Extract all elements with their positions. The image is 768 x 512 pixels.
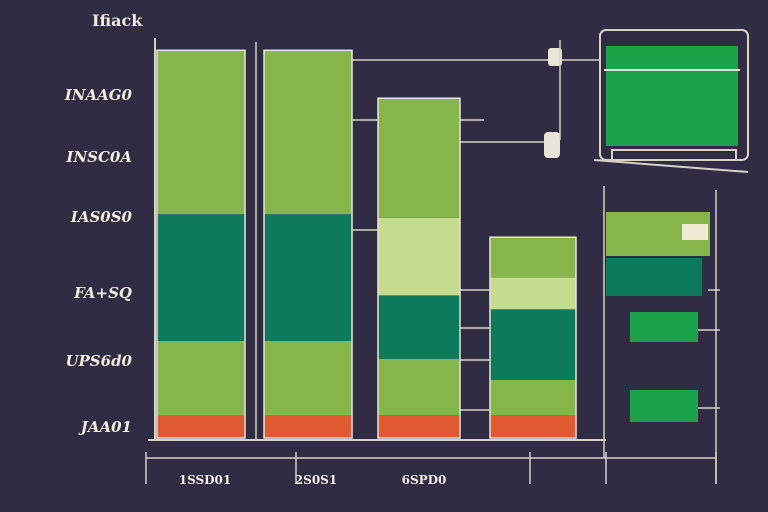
bar-outline-3 (489, 236, 577, 439)
y-tick-label-0: JAA01 (78, 418, 132, 436)
y-tick-label-5: INAAG0 (64, 86, 133, 104)
y-tick-label-3: IAS0S0 (70, 208, 133, 226)
x-tick-label-1: 2S0S1 (295, 473, 337, 487)
bar-segment-1-upper-green (264, 50, 352, 215)
bar-segment-2-teal (378, 295, 460, 359)
y-axis-ticks: JAA01 UPS6d0 FA+SQ IAS0S0 INSC0A INAAG0 (64, 86, 133, 436)
bar-segment-1-lower-green (264, 341, 352, 416)
y-tick-label-4: INSC0A (65, 148, 132, 166)
bar-outline-0 (156, 49, 246, 439)
bar-segment-2-pale (378, 217, 460, 296)
bar-segment-3-teal (490, 309, 576, 380)
chart-title: Ifiack (92, 11, 143, 30)
bar-segment-1-teal (264, 214, 352, 341)
bar-outline-2 (377, 97, 461, 439)
y-tick-label-2: FA+SQ (73, 284, 132, 302)
legend-chip (682, 224, 708, 240)
bar-segment-3-pale (490, 277, 576, 310)
side-legend-swatch-marker-2 (630, 390, 698, 422)
side-legend-swatch-teal-band (606, 258, 702, 296)
connector-mid (544, 132, 560, 158)
device-illustration (352, 29, 749, 173)
bar-segment-0-upper-green (157, 50, 245, 215)
chart-axes (145, 38, 717, 484)
bar-group (156, 49, 577, 439)
bar-segment-3-lower-green (490, 379, 576, 415)
x-axis-ticks: 1SSD01 2S0S1 6SPD0 (179, 473, 447, 487)
bar-segment-2-upper-green (378, 98, 460, 218)
device-screen (606, 46, 738, 146)
bar-segment-2-base (378, 415, 460, 438)
bar-segment-1-base (264, 415, 352, 438)
bar-segment-0-lower-green (157, 341, 245, 416)
bar-segment-3-base (490, 415, 576, 438)
bar-segment-2-lower-green (378, 358, 460, 415)
connector-top (548, 48, 562, 66)
bar-segment-0-teal (157, 214, 245, 341)
x-tick-label-2: 6SPD0 (402, 473, 447, 487)
bar-outline-1 (263, 49, 353, 439)
bar-segment-3-upper-green (490, 237, 576, 278)
side-legend-swatch-marker-1 (630, 312, 698, 342)
x-tick-label-0: 1SSD01 (179, 473, 232, 487)
bar-segment-0-base (157, 415, 245, 438)
side-legend (606, 212, 720, 422)
y-tick-label-1: UPS6d0 (65, 352, 132, 370)
